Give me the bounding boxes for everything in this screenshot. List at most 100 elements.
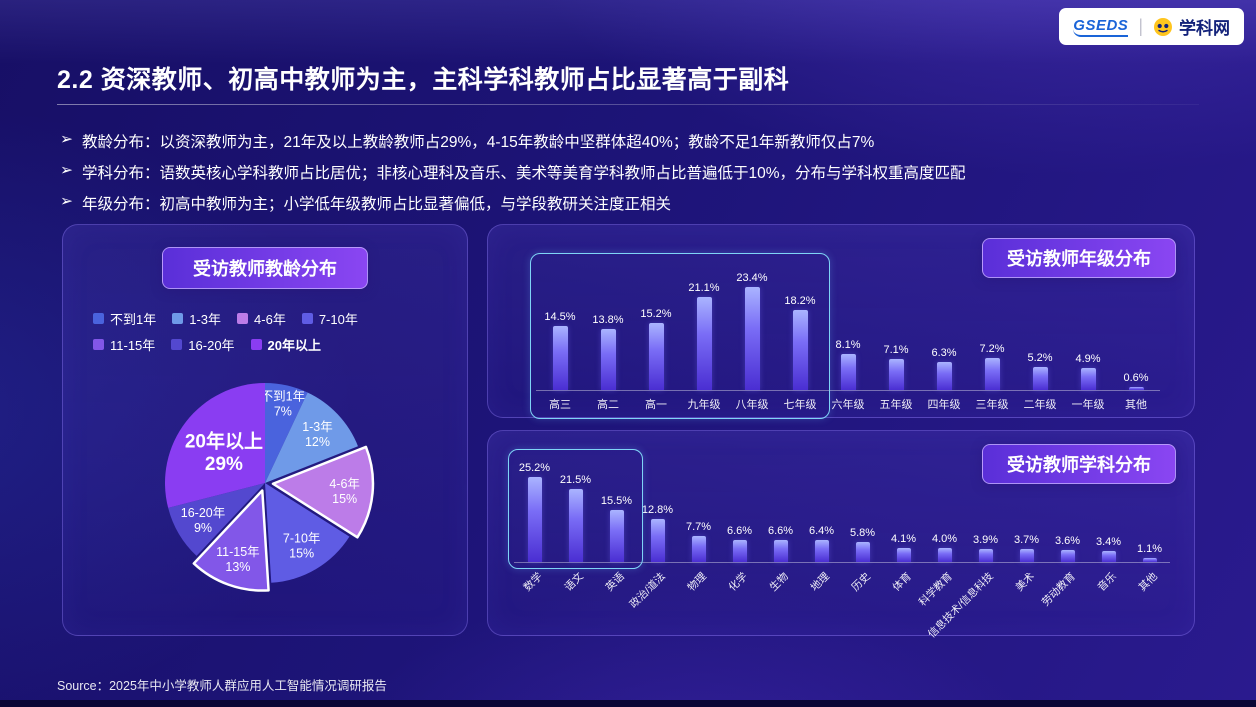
bar-stack: 7.7% xyxy=(678,457,719,563)
grade-distribution-panel: 受访教师年级分布 14.5% 高三 13.8% 高二 15.2% 高一 21.1% 九年级 23… xyxy=(487,224,1195,419)
gseds-logo: GSEDS xyxy=(1073,17,1129,37)
bar-column: 14.5% 高三 xyxy=(536,263,584,412)
bar xyxy=(696,297,712,390)
legend-label: 不到1年 xyxy=(110,312,157,327)
bar-stack: 23.4% xyxy=(728,263,776,391)
bar-category-label: 高二 xyxy=(597,399,619,411)
bar xyxy=(648,323,664,390)
legend-swatch xyxy=(237,313,249,324)
bar-category-wrap: 劳动教育 xyxy=(1039,563,1088,633)
grade-chart-title: 受访教师年级分布 xyxy=(982,238,1176,278)
bar xyxy=(552,326,568,390)
legend-label: 11-15年 xyxy=(110,338,156,353)
bar-column: 7.7% 物理 xyxy=(678,457,719,633)
bar-stack: 18.2% xyxy=(776,263,824,391)
legend-item: 11-15年 xyxy=(93,335,155,354)
bar-stack: 4.1% xyxy=(883,457,924,563)
bar xyxy=(650,518,665,562)
bar xyxy=(1032,367,1048,390)
pie-slice-label: 16-20年 9% xyxy=(181,506,225,535)
bar xyxy=(1101,550,1116,562)
bullet-grade: ➢ 年级分布：初高中教师为主；小学低年级教师占比显著偏低，与学段教研关注度正相关 xyxy=(60,192,966,214)
bar-value-label: 13.8% xyxy=(592,314,624,327)
bar-value-label: 25.2% xyxy=(518,461,551,474)
legend-swatch xyxy=(301,313,313,324)
bar-value-label: 6.6% xyxy=(767,524,794,537)
bar-category-label: 生物 xyxy=(767,570,791,594)
bar-column: 3.7% 美术 xyxy=(1006,457,1047,633)
bar-category-label: 七年级 xyxy=(783,399,817,411)
subject-bar-chart: 25.2% 数学 21.5% 语文 15.5% 英语 12.8% 政治/道法 7.7% 物理 6.6… xyxy=(508,449,1180,640)
bar-stack: 6.6% xyxy=(719,457,760,563)
bar-column: 21.5% 语文 xyxy=(555,457,596,633)
bar-column: 21.1% 九年级 xyxy=(680,263,728,412)
pie-legend: 不到1年 1-3年 4-6年 7-10年 11-15年 16-20年 20年以上 xyxy=(93,309,467,354)
bar-value-label: 0.6% xyxy=(1123,372,1149,385)
bar-category-wrap: 语文 xyxy=(555,563,596,633)
legend-item: 不到1年 xyxy=(93,309,156,328)
pie-slice xyxy=(168,483,265,556)
bar-column: 3.6% 劳动教育 xyxy=(1039,457,1088,633)
bar-column: 4.9% 一年级 xyxy=(1064,263,1112,412)
legend-label: 4-6年 xyxy=(254,312,286,327)
bar-category-label: 三年级 xyxy=(975,399,1009,411)
bar-category-wrap: 其他 xyxy=(1129,563,1170,633)
grade-bar-chart: 14.5% 高三 13.8% 高二 15.2% 高一 21.1% 九年级 23.4% 八年级 18.… xyxy=(530,253,1176,419)
bar-category-label: 音乐 xyxy=(1095,570,1119,594)
bar xyxy=(855,542,870,562)
bar xyxy=(814,540,829,562)
bar-column: 4.1% 体育 xyxy=(883,457,924,633)
logo-box: GSEDS | 学科网 xyxy=(1059,8,1244,45)
bar-value-label: 23.4% xyxy=(736,272,768,285)
legend-label: 20年以上 xyxy=(267,338,322,353)
bar xyxy=(527,476,542,562)
bar-value-label: 3.6% xyxy=(1054,534,1081,547)
legend-item: 7-10年 xyxy=(301,309,358,328)
bar-value-label: 3.7% xyxy=(1013,534,1040,547)
bullet-subject: ➢ 学科分布：语数英核心学科教师占比居优；非核心理科及音乐、美术等美育学科教师占… xyxy=(60,161,966,183)
bar-category-wrap: 政治/道法 xyxy=(627,563,678,633)
bar-category-label: 其他 xyxy=(1136,570,1160,594)
pie-slice xyxy=(165,383,265,508)
bar-column: 18.2% 七年级 xyxy=(776,263,824,412)
bar-column: 8.1% 六年级 xyxy=(824,263,872,412)
bar-value-label: 5.8% xyxy=(849,527,876,540)
bullet-text: 年级分布：初高中教师为主；小学低年级教师占比显著偏低，与学段教研关注度正相关 xyxy=(82,196,672,213)
bar-column: 15.2% 高一 xyxy=(632,263,680,412)
bar xyxy=(568,489,583,562)
bar xyxy=(840,354,856,390)
bar-stack: 4.0% xyxy=(924,457,965,563)
bar xyxy=(744,287,760,390)
legend-label: 7-10年 xyxy=(318,312,358,327)
bar-value-label: 14.5% xyxy=(544,311,576,324)
pie-slice-label: 7-10年 15% xyxy=(283,531,321,560)
bar-value-label: 21.5% xyxy=(559,474,592,487)
bar-column: 7.1% 五年级 xyxy=(872,263,920,412)
pie-slice-label: 20年以上 29% xyxy=(185,429,263,475)
teaching-age-panel: 受访教师教龄分布 不到1年 1-3年 4-6年 7-10年 11-15年 16-20年 20… xyxy=(62,224,468,636)
bar-stack: 21.1% xyxy=(680,263,728,391)
bar-column: 3.9% 信息技术/信息科技 xyxy=(925,457,1006,640)
bullet-arrow-icon: ➢ xyxy=(60,193,73,210)
bar-category-wrap: 生物 xyxy=(760,563,801,633)
teaching-age-pie-chart: 不到1年 7%1-3年 12% 4-6年 15% 7-10年 15% 11-15年 13% 16-… xyxy=(165,383,375,592)
bar-column: 5.8% 历史 xyxy=(842,457,883,633)
bar-value-label: 21.1% xyxy=(688,282,720,295)
bar-stack: 14.5% xyxy=(536,263,584,391)
bar xyxy=(896,548,911,562)
xuekewang-logo: 学科网 xyxy=(1153,14,1230,39)
bar-stack: 21.5% xyxy=(555,457,596,563)
bar xyxy=(937,548,952,562)
bar-stack: 3.7% xyxy=(1006,457,1047,563)
bar xyxy=(732,539,747,562)
bar-value-label: 12.8% xyxy=(641,503,674,516)
bar-category-label: 九年级 xyxy=(687,399,721,411)
legend-row: 不到1年 1-3年 4-6年 7-10年 xyxy=(93,309,467,328)
bar-column: 6.4% 地理 xyxy=(801,457,842,633)
bar-category-label: 地理 xyxy=(808,570,832,594)
bar-column: 0.6% 其他 xyxy=(1112,263,1160,412)
bar xyxy=(888,358,904,390)
bar-value-label: 15.2% xyxy=(640,308,672,321)
bar-category-wrap: 历史 xyxy=(842,563,883,633)
